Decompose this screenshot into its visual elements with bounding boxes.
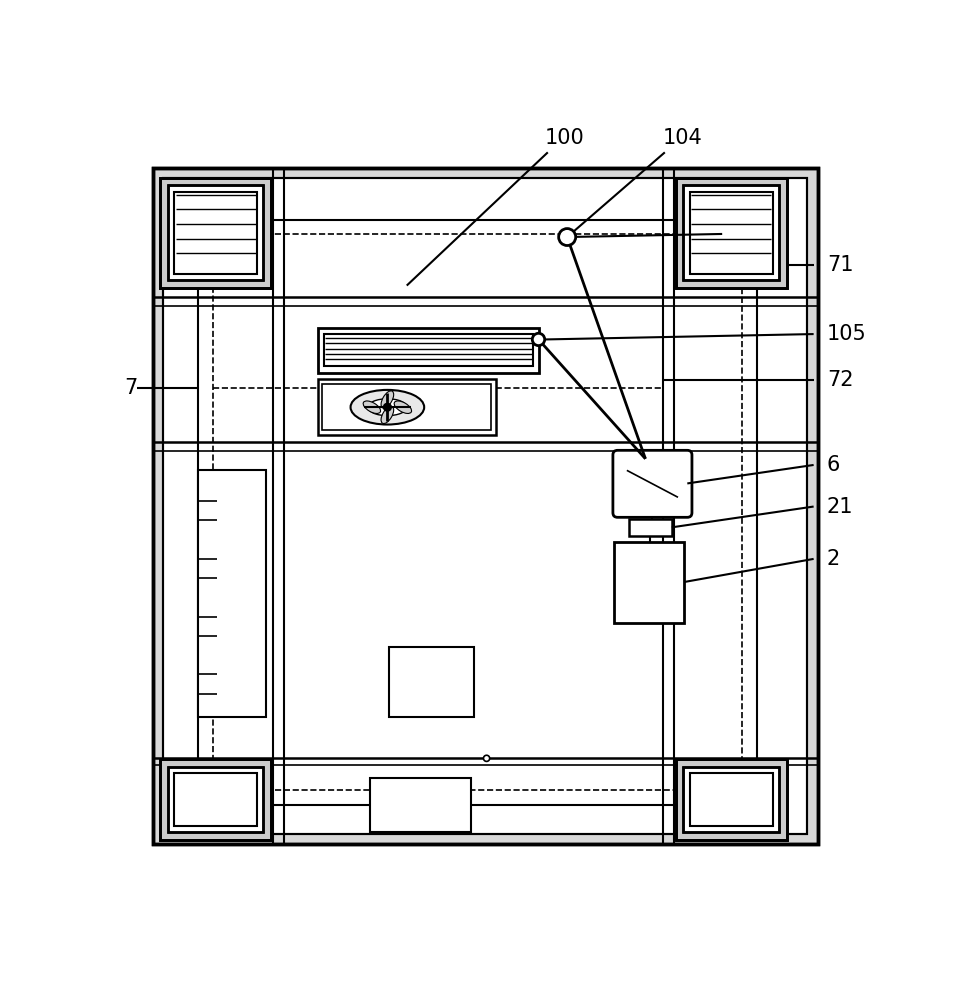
Ellipse shape [381, 406, 394, 424]
Bar [684, 185, 779, 280]
Bar [614, 542, 684, 623]
Text: 72: 72 [827, 370, 853, 390]
Bar [168, 185, 263, 280]
Bar [389, 647, 474, 717]
Bar [676, 759, 786, 840]
Bar [160, 178, 271, 288]
Bar [684, 185, 779, 280]
Ellipse shape [350, 390, 424, 425]
Bar [162, 178, 807, 834]
Bar [168, 185, 263, 280]
Circle shape [484, 755, 490, 761]
Bar [160, 759, 271, 840]
Bar [175, 192, 257, 274]
Text: 2: 2 [827, 549, 840, 569]
Bar [175, 773, 257, 826]
Bar [198, 470, 266, 717]
Circle shape [559, 229, 576, 246]
FancyBboxPatch shape [612, 450, 692, 517]
Bar [689, 773, 773, 826]
Text: 6: 6 [827, 455, 840, 475]
Text: 105: 105 [827, 324, 867, 344]
Text: 21: 21 [827, 497, 853, 517]
Bar [629, 519, 672, 536]
Ellipse shape [368, 399, 407, 416]
Bar [684, 767, 779, 832]
Circle shape [532, 333, 544, 346]
Bar [371, 778, 471, 832]
Bar [162, 178, 807, 834]
Ellipse shape [395, 401, 412, 413]
Bar [160, 759, 271, 840]
Bar [676, 178, 786, 288]
Text: 7: 7 [124, 378, 137, 398]
Ellipse shape [381, 391, 394, 408]
Text: 104: 104 [662, 128, 703, 148]
Bar [684, 767, 779, 832]
Bar [153, 168, 818, 844]
Bar [689, 192, 773, 274]
Bar [153, 168, 818, 844]
Bar [318, 379, 496, 435]
Bar [168, 767, 263, 832]
Bar [213, 234, 741, 790]
Bar [168, 767, 263, 832]
Circle shape [383, 403, 392, 411]
Bar [676, 759, 786, 840]
Text: 100: 100 [544, 128, 585, 148]
Bar [324, 334, 533, 366]
Bar [676, 178, 786, 288]
Bar [160, 178, 271, 288]
Bar [323, 384, 492, 430]
Text: 71: 71 [827, 255, 853, 275]
Bar [198, 220, 757, 805]
Bar [318, 328, 539, 373]
Ellipse shape [363, 401, 380, 413]
